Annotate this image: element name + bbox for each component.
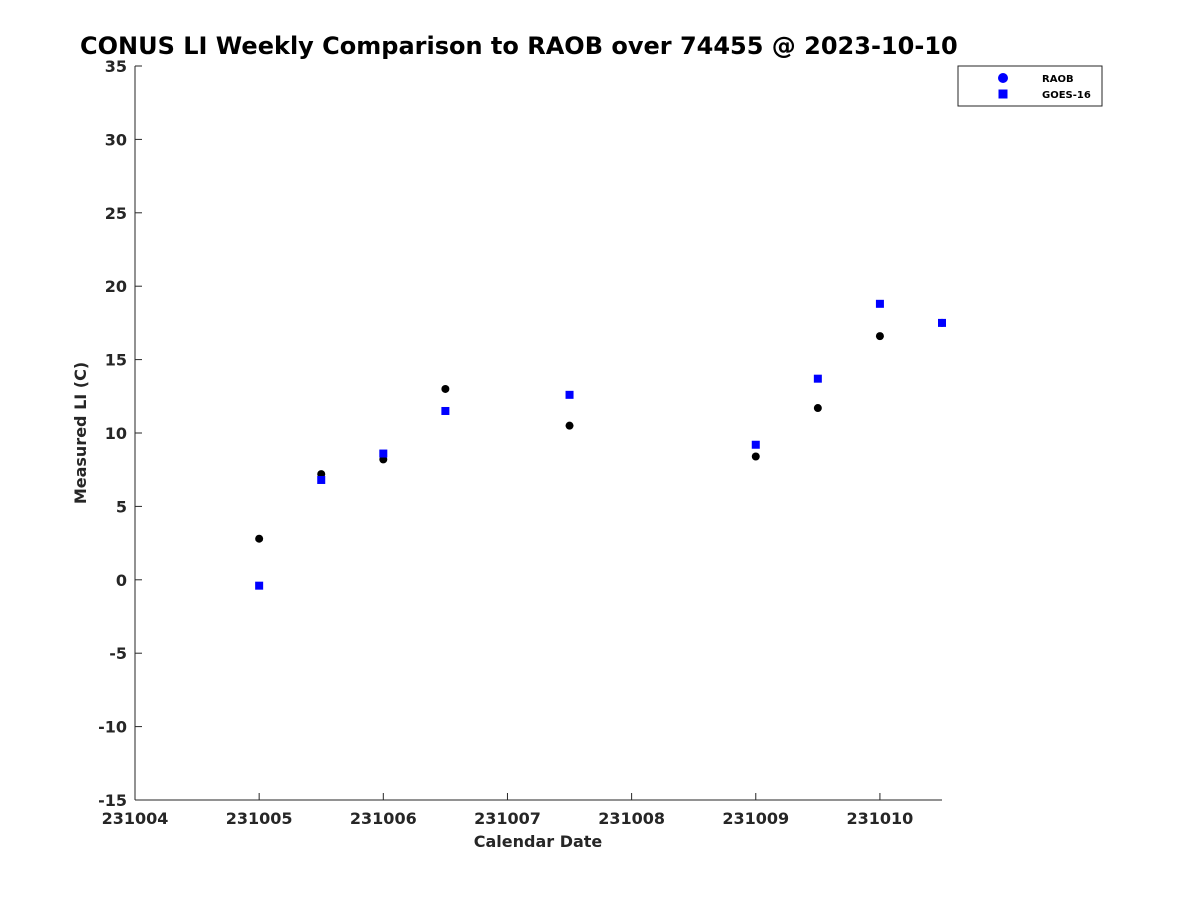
goes-16-point [379,449,388,458]
y-tick-label: 15 [105,351,127,370]
raob-point [441,384,450,393]
legend-marker-raob [998,73,1008,83]
raob-point [255,534,264,543]
data-points [255,299,946,590]
raob-point [875,332,884,341]
y-tick-label: 5 [116,497,127,516]
y-tick-label: -5 [109,644,127,663]
x-tick-label: 231009 [722,809,789,828]
y-tick-label: 0 [116,571,127,590]
x-tick-label: 231005 [226,809,293,828]
axes [134,66,942,801]
y-tick-label: 10 [105,424,127,443]
y-tick-label: 25 [105,204,127,223]
y-tick-label: -10 [98,718,127,737]
raob-point [751,452,760,461]
y-tick-label: 20 [105,277,127,296]
legend-box [957,65,1103,107]
y-tick-label: 35 [105,57,127,76]
x-tick-label: 231010 [847,809,914,828]
y-axis-label: Measured LI (C) [71,362,90,504]
goes-16-point [255,581,264,590]
y-tick-label: -15 [98,791,127,810]
goes-16-point [317,475,326,484]
y-tick-label: 30 [105,130,127,149]
goes-16-point [813,374,822,383]
goes-16-point [751,440,760,449]
x-tick-label: 231006 [350,809,417,828]
y-ticks: -15 -10 -5 0 5 10 15 20 25 30 35 [98,57,142,810]
x-tick-label: 231008 [598,809,665,828]
x-tick-label: 231007 [474,809,541,828]
goes-16-point [565,390,574,399]
goes-16-point [938,318,946,327]
goes-16-point [875,299,884,308]
x-ticks: 231004 231005 231006 231007 231008 231009 2310… [102,793,914,828]
x-axis-label: Calendar Date [474,832,603,851]
legend-label-goes-16: GOES-16 [1042,90,1091,101]
legend-marker-goes-16 [998,89,1008,99]
legend-label-raob: RAOB [1042,74,1074,85]
x-tick-label: 231004 [102,809,169,828]
legend: RAOB GOES-16 [957,65,1103,107]
chart-title: CONUS LI Weekly Comparison to RAOB over … [80,32,958,60]
goes-16-point [441,406,450,415]
raob-point [813,404,822,413]
raob-point [565,421,574,430]
